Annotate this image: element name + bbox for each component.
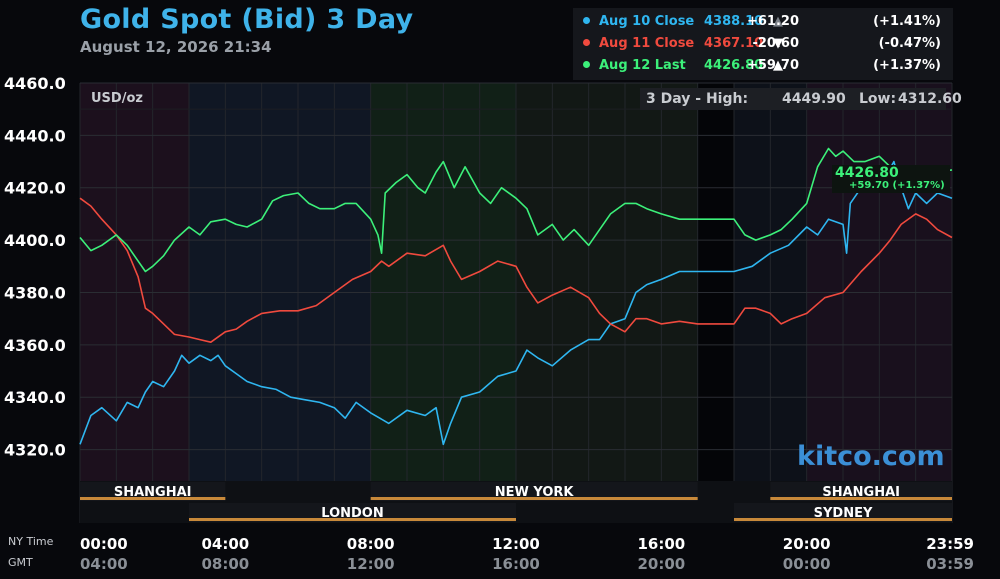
legend-name: Aug 11 Close <box>599 36 695 51</box>
legend-percent: (-0.47%) <box>878 36 941 51</box>
ny-time-label: NY Time <box>8 535 54 548</box>
legend-dot-icon <box>583 17 590 24</box>
x-tick-label-gmt: 08:00 <box>201 555 249 573</box>
arrow-down-icon: ▼ <box>773 36 783 51</box>
legend-item: Aug 11 Close 4367.10 ▼ -20.60 (-0.47%) <box>573 34 953 54</box>
x-tick-label-gmt: 00:00 <box>783 555 831 573</box>
y-tick-label: 4320.0 <box>4 441 66 460</box>
x-tick-label-gmt: 20:00 <box>637 555 685 573</box>
x-tick-label: 20:00 <box>783 535 831 553</box>
legend-name: Aug 12 Last <box>599 58 686 73</box>
session-label: SHANGHAI <box>114 485 192 500</box>
x-tick-label: 16:00 <box>637 535 685 553</box>
x-tick-label: 12:00 <box>492 535 540 553</box>
kitco-watermark[interactable]: kitco.com <box>797 441 945 472</box>
y-tick-label: 4340.0 <box>4 388 66 407</box>
session-band <box>370 482 698 501</box>
legend-dot-icon <box>583 61 590 68</box>
session-band <box>770 482 952 501</box>
y-tick-label: 4360.0 <box>4 336 66 355</box>
legend-change: -20.60 <box>752 36 799 51</box>
session-label: NEW YORK <box>495 485 575 500</box>
session-bar <box>80 497 226 500</box>
session-bar <box>370 497 698 500</box>
arrow-up-icon: ▲ <box>773 14 783 29</box>
x-tick-label: 08:00 <box>347 535 395 553</box>
series-line-aug-10 <box>79 160 953 446</box>
legend-value: 4388.10 <box>704 14 764 29</box>
series-line-aug-11 <box>79 197 953 343</box>
last-price-value: 4426.80 <box>835 165 899 181</box>
legend-percent: (+1.41%) <box>873 14 941 29</box>
y-tick-label: 4380.0 <box>4 283 66 302</box>
legend-value: 4367.10 <box>704 36 764 51</box>
series-line-aug-12 <box>79 147 953 273</box>
chart-title: Gold Spot (Bid) 3 Day <box>80 4 414 35</box>
y-tick-label: 4420.0 <box>4 179 66 198</box>
legend-item: Aug 12 Last 4426.80 ▲ +59.70 (+1.37%) <box>573 56 953 76</box>
session-shade <box>516 83 698 481</box>
session-label: LONDON <box>321 506 383 521</box>
y-tick-label: 4440.0 <box>4 126 66 145</box>
x-tick-label: 00:00 <box>80 535 128 553</box>
range-summary: 3 Day - High: 4449.90 Low: 4312.60 <box>640 88 962 110</box>
y-tick-label: 4400.0 <box>4 231 66 250</box>
x-tick-label-gmt: 03:59 <box>926 555 974 573</box>
last-price-change: +59.70 (+1.37%) <box>849 180 945 191</box>
range-low-label: Low: <box>859 91 897 107</box>
legend-value: 4426.80 <box>704 58 764 73</box>
legend-change: +59.70 <box>746 58 799 73</box>
y-tick-label: 4460.0 <box>4 74 66 93</box>
legend-item: Aug 10 Close 4388.10 ▲ +61.20 (+1.41%) <box>573 12 953 32</box>
range-high: 4449.90 <box>782 91 846 107</box>
range-low: 4312.60 <box>898 91 962 107</box>
range-label: 3 Day - High: <box>646 91 749 107</box>
x-tick-label: 23:59 <box>926 535 974 553</box>
last-price-tag: 4426.80 +59.70 (+1.37%) <box>832 165 950 193</box>
unit-label: USD/oz <box>91 91 143 106</box>
arrow-up-icon: ▲ <box>773 58 783 73</box>
session-band <box>734 503 952 522</box>
x-tick-label-gmt: 16:00 <box>492 555 540 573</box>
legend-dot-icon <box>583 39 590 46</box>
gmt-label: GMT <box>8 556 33 569</box>
x-tick-label-gmt: 12:00 <box>347 555 395 573</box>
session-bar <box>770 497 952 500</box>
legend-percent: (+1.37%) <box>873 58 941 73</box>
session-shade <box>697 83 734 481</box>
session-label: SHANGHAI <box>822 485 900 500</box>
legend-change: +61.20 <box>746 14 799 29</box>
session-shade <box>189 83 371 481</box>
session-bar <box>734 518 952 521</box>
session-label: SYDNEY <box>814 506 873 521</box>
x-tick-label: 04:00 <box>201 535 249 553</box>
session-shade <box>80 83 189 481</box>
session-band <box>80 482 226 501</box>
chart-timestamp: August 12, 2026 21:34 <box>80 38 272 56</box>
legend: Aug 10 Close 4388.10 ▲ +61.20 (+1.41%) Aug 11… <box>573 8 953 80</box>
session-bar <box>189 518 516 521</box>
legend-name: Aug 10 Close <box>599 14 695 29</box>
x-tick-label-gmt: 04:00 <box>80 555 128 573</box>
session-band <box>189 503 516 522</box>
